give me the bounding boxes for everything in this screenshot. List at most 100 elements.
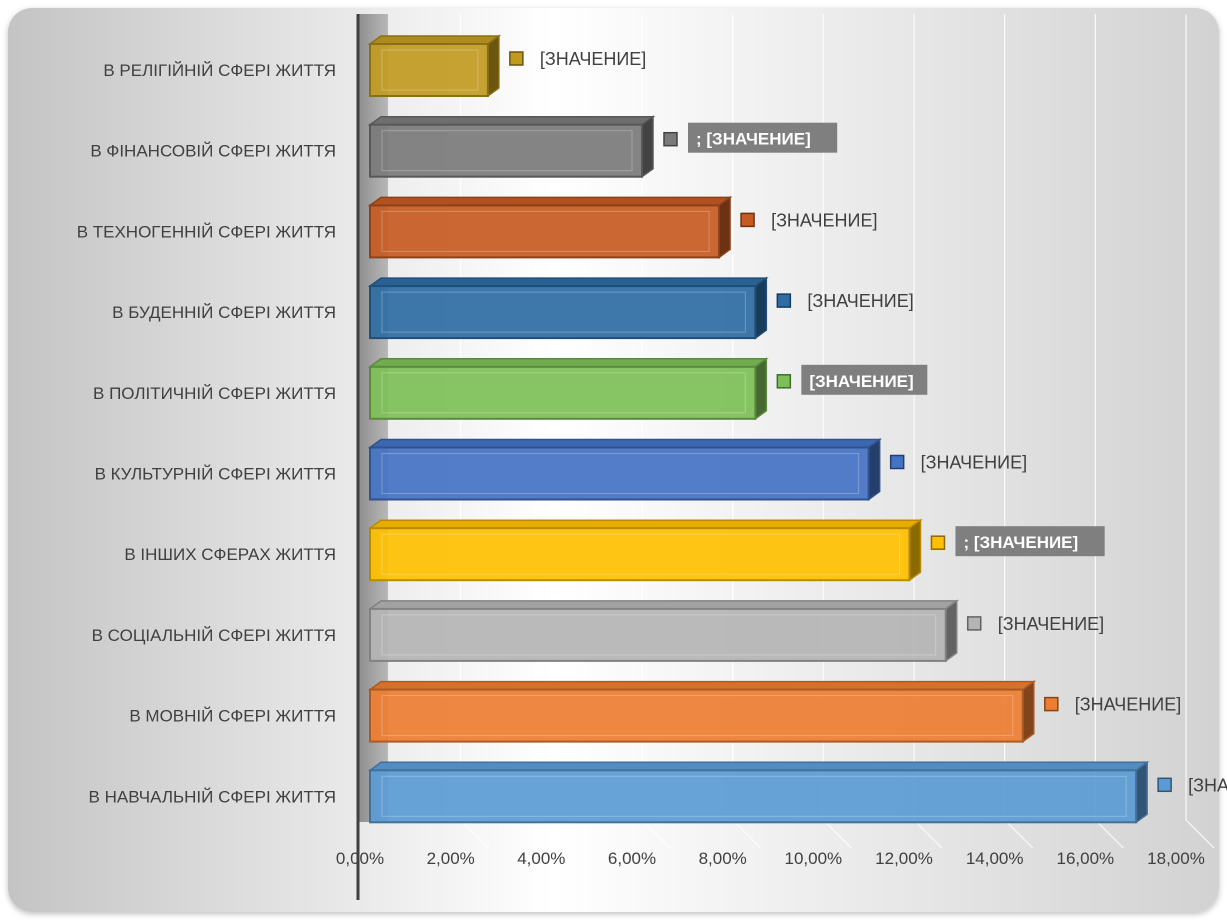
x-tick-label: 4,00% <box>517 849 565 868</box>
legend-key-icon <box>889 454 905 470</box>
legend-key-icon <box>663 131 678 147</box>
bar-side-face <box>487 34 500 98</box>
bar-side-face <box>1022 680 1035 744</box>
bar-bevel <box>381 614 937 656</box>
gridline-floor <box>732 819 762 849</box>
x-tick-label: 12,00% <box>875 849 933 868</box>
bar <box>367 195 733 259</box>
x-tick-label: 10,00% <box>784 849 842 868</box>
bar-bevel <box>381 453 860 494</box>
bar-side-face <box>754 357 768 421</box>
x-tick-label: 8,00% <box>699 849 747 868</box>
bar-side-face <box>944 599 958 663</box>
bar-top-face <box>367 35 502 45</box>
x-tick-labels: 0,00% 2,00% 4,00% 6,00% 8,00% 10,00% 12,00% 14,… <box>336 849 1205 868</box>
category-label: В МОВНІЙ СФЕРІ ЖИТТЯ <box>129 707 336 726</box>
bar-top-face <box>367 519 923 529</box>
bar-top-face <box>367 680 1037 691</box>
bar-bevel <box>381 49 479 91</box>
bar-side-face <box>718 195 731 259</box>
bar-front-face <box>369 527 911 582</box>
data-label: [ЗНАЧЕНИЕ] <box>1157 775 1227 795</box>
bar-side-face <box>641 115 654 179</box>
bar-bevel <box>381 372 746 414</box>
gridline-floor <box>822 819 852 849</box>
bar-side-face <box>1135 760 1148 824</box>
legend-key-icon <box>740 212 755 228</box>
bar-bevel <box>381 695 1014 737</box>
data-label-text: ; [ЗНАЧЕНИЕ] <box>963 533 1078 552</box>
bar <box>367 599 960 663</box>
category-label: В СОЦІАЛЬНІЙ СФЕРІ ЖИТТЯ <box>92 626 336 645</box>
bar-bevel <box>381 775 1127 817</box>
category-label: В ТЕХНОГЕННІЙ СФЕРІ ЖИТТЯ <box>77 222 336 241</box>
bar <box>367 438 882 501</box>
legend-key-icon <box>509 51 524 66</box>
data-label: ; [ЗНАЧЕНИЕ] <box>930 526 1105 557</box>
legend-key-icon <box>930 535 946 550</box>
data-labels: [ЗНАЧЕНИЕ] ; [ЗНАЧЕНИЕ] [ЗНАЧЕНИЕ] [ЗНАЧЕНИ… <box>509 49 1227 795</box>
x-tick-label: 0,00% <box>336 849 384 868</box>
data-label: [ЗНАЧЕНИЕ] <box>889 453 1027 473</box>
data-label: [ЗНАЧЕНИЕ] <box>776 364 928 395</box>
category-label: В ПОЛІТИЧНІЙ СФЕРІ ЖИТТЯ <box>93 384 336 403</box>
bar-side-face <box>867 438 881 501</box>
bar-side-face <box>754 276 768 340</box>
bar <box>367 680 1037 744</box>
x-tick-label: 2,00% <box>427 849 475 868</box>
legend-key-icon <box>1044 696 1059 712</box>
category-label: В ФІНАНСОВІЙ СФЕРІ ЖИТТЯ <box>90 142 336 161</box>
data-label-box <box>801 364 928 395</box>
x-tick-label: 18,00% <box>1147 849 1205 868</box>
bar <box>367 518 923 582</box>
bar-top-face <box>367 115 656 126</box>
bar-top-face <box>367 600 960 610</box>
x-tick-label: 6,00% <box>608 849 656 868</box>
data-label-text: [ЗНАЧЕНИЕ] <box>998 614 1104 634</box>
bar-top-face <box>367 196 733 207</box>
legend-key-icon <box>966 616 982 631</box>
bar-front-face <box>369 688 1024 743</box>
data-label-text: [ЗНАЧЕНИЕ] <box>1075 695 1181 715</box>
legend-key-icon <box>776 374 792 389</box>
bar-bevel <box>381 291 746 333</box>
gridline-floor <box>1004 819 1034 849</box>
bar-top-face <box>367 277 769 287</box>
bar-bevel <box>381 210 710 252</box>
gridline-floor <box>460 819 490 849</box>
bar-front-face <box>369 43 489 97</box>
bar-top-face <box>367 438 882 449</box>
bar-front-face <box>369 446 870 501</box>
gridline-floor <box>1094 819 1124 849</box>
category-label: В БУДЕННІЙ СФЕРІ ЖИТТЯ <box>112 303 336 322</box>
bar-front-face <box>369 204 721 259</box>
data-label: [ЗНАЧЕНИЕ] <box>966 614 1104 634</box>
data-label-text: [ЗНАЧЕНИЕ] <box>807 291 913 311</box>
data-label: [ЗНАЧЕНИЕ] <box>776 291 914 311</box>
bar-front-face <box>369 365 757 420</box>
bar-front-face <box>369 285 757 340</box>
gridline-floor <box>1185 819 1215 849</box>
bar-front-face <box>369 123 643 178</box>
bar <box>367 276 769 340</box>
gridline-floor <box>550 819 580 849</box>
bar-bevel <box>381 130 633 172</box>
bars <box>367 34 1150 824</box>
bar <box>367 357 769 421</box>
data-label: ; [ЗНАЧЕНИЕ] <box>663 122 838 153</box>
data-label-text: [ЗНАЧЕНИЕ] <box>921 453 1027 473</box>
category-label: В КУЛЬТУРНІЙ СФЕРІ ЖИТТЯ <box>95 465 336 484</box>
data-label: [ЗНАЧЕНИЕ] <box>509 49 646 69</box>
bar-front-face <box>369 607 947 662</box>
data-label-text: [ЗНАЧЕНИЕ] <box>771 210 877 230</box>
category-label: В ІНШИХ СФЕРАХ ЖИТТЯ <box>124 545 336 564</box>
bar <box>367 34 502 98</box>
bar-side-face <box>908 518 922 582</box>
bar-top-face <box>367 761 1150 772</box>
data-label-text: [ЗНАЧЕНИЕ] <box>1188 775 1227 795</box>
data-label-text: [ЗНАЧЕНИЕ] <box>540 49 646 69</box>
gridline-floor <box>913 819 943 849</box>
data-label: [ЗНАЧЕНИЕ] <box>740 210 877 230</box>
